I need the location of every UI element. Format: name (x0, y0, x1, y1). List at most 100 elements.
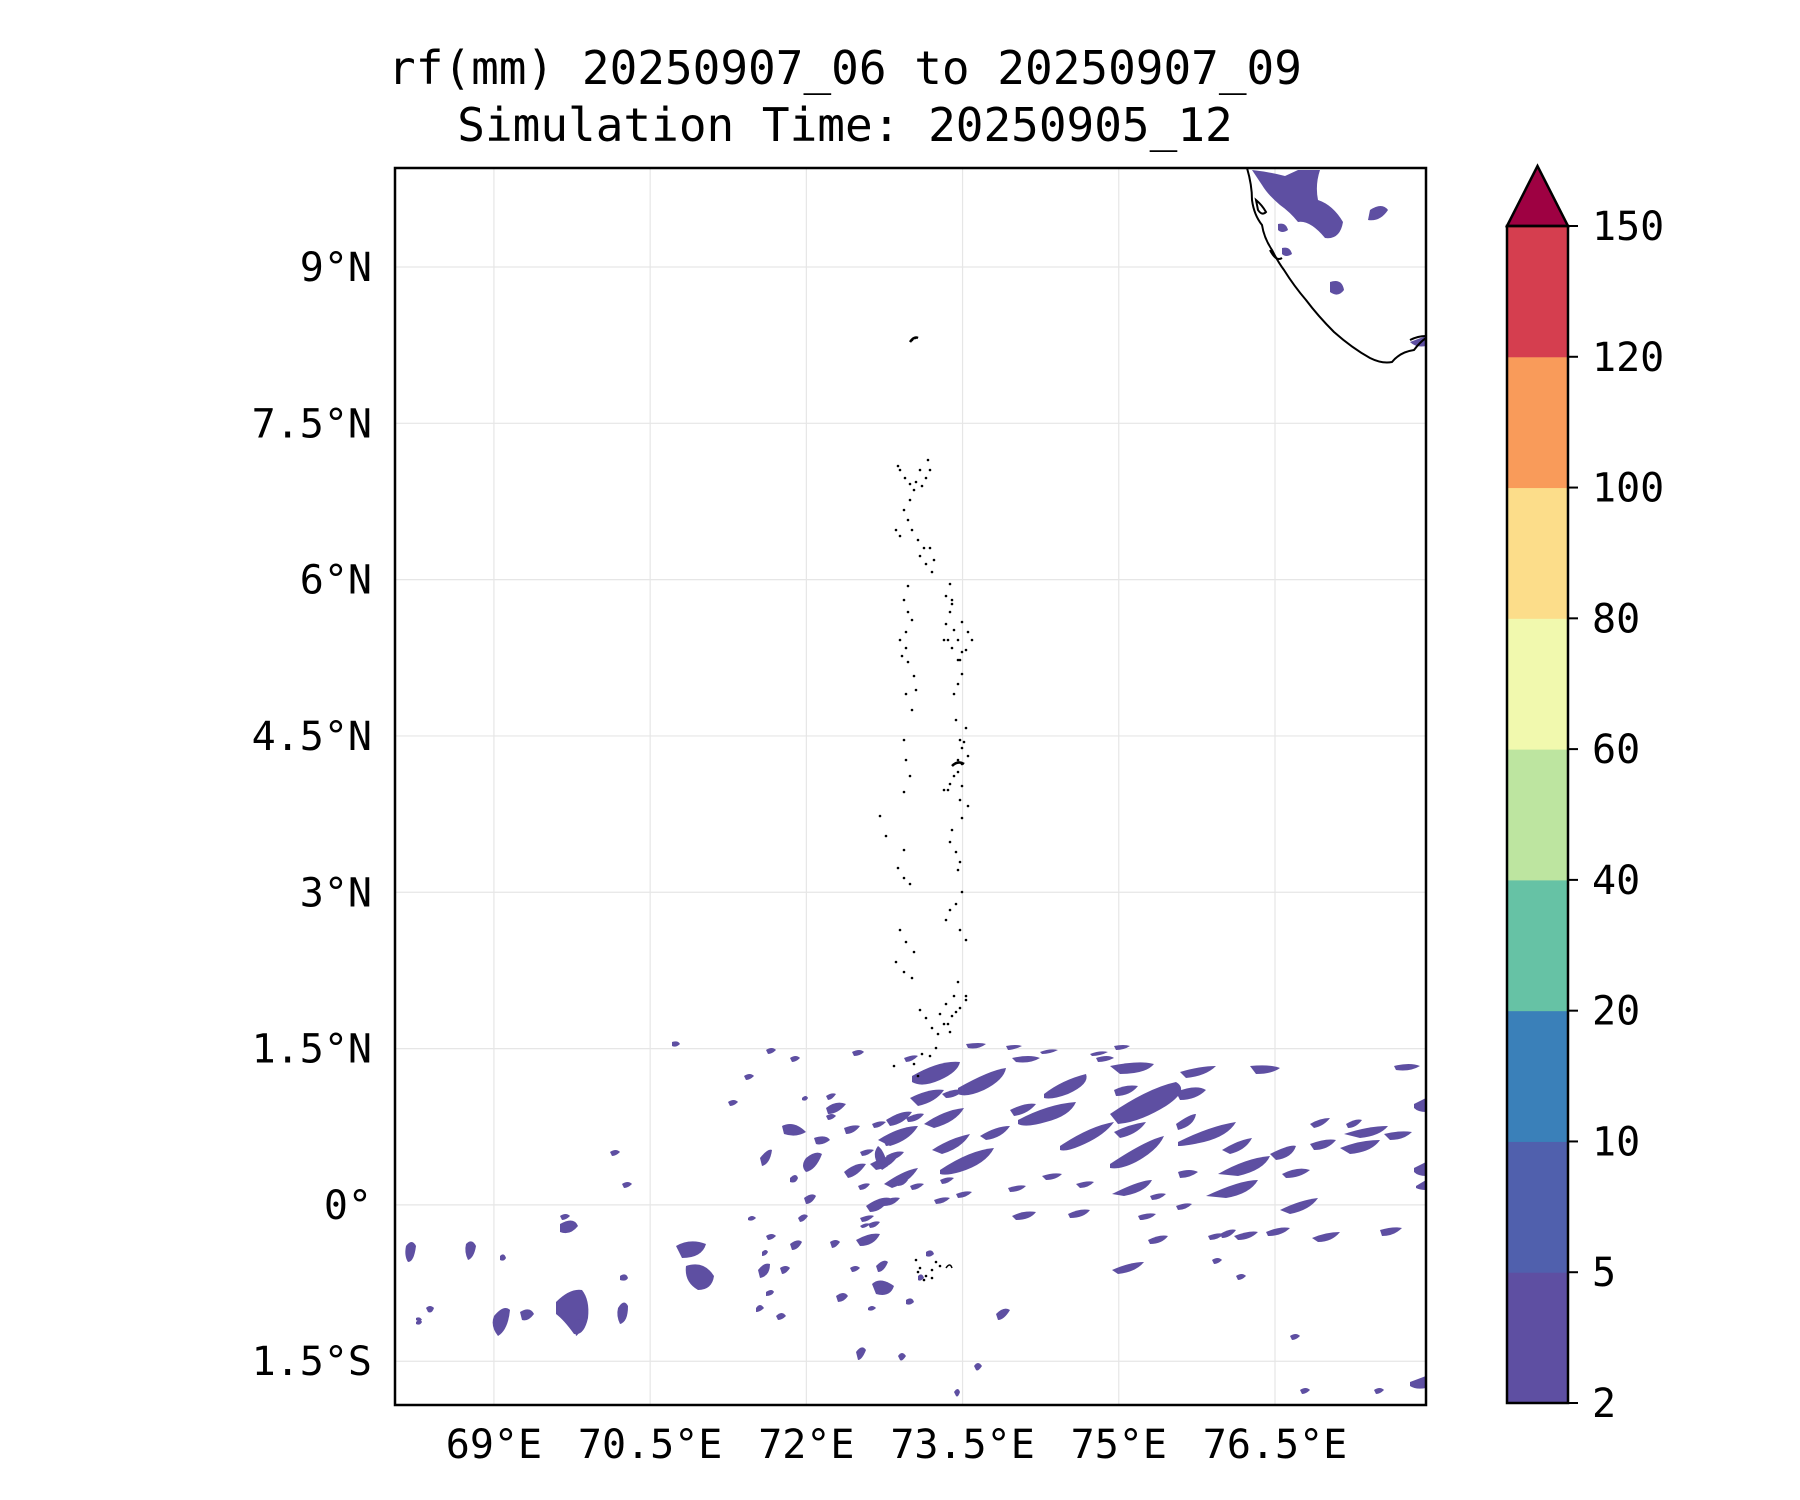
island-dot (903, 476, 907, 480)
rain-cell (1282, 247, 1292, 256)
rain-cell (560, 1220, 578, 1234)
island-dot (912, 674, 916, 678)
rain-cell (1212, 1258, 1222, 1264)
island-dot (932, 558, 936, 562)
rain-cell (1222, 1138, 1252, 1154)
rain-cell (560, 1214, 570, 1220)
island-dot (942, 1022, 946, 1026)
island-dot (934, 1046, 938, 1050)
island-dot (952, 628, 956, 632)
island-dot (924, 1016, 928, 1020)
rain-cell (926, 1250, 934, 1257)
island-dot (894, 960, 898, 964)
rain-cell (1126, 1063, 1142, 1068)
latitude-tick-label: 0° (324, 1183, 372, 1229)
island-dot (944, 594, 948, 598)
rain-cell (1414, 1098, 1426, 1112)
island-dot (920, 484, 924, 488)
island-dot (948, 840, 952, 844)
rain-cell (1018, 1102, 1076, 1126)
coastline (1269, 249, 1283, 260)
island-dot (906, 610, 910, 614)
rain-cell (1176, 1203, 1192, 1210)
island-dot (956, 658, 960, 662)
rain-cell (776, 1313, 786, 1320)
colorbar-tick-label: 2 (1592, 1381, 1616, 1427)
colorbar-tick-label: 120 (1592, 335, 1664, 381)
rain-cell (860, 1223, 870, 1228)
island-dot (904, 630, 908, 634)
island-outline (951, 761, 965, 767)
rain-cell (868, 1221, 880, 1228)
longitude-tick-label: 70.5°E (578, 1422, 723, 1468)
island-dot (956, 638, 960, 642)
island-dot (970, 638, 974, 642)
colorbar-tick-label: 10 (1592, 1119, 1640, 1165)
island-dot (950, 828, 954, 832)
rain-cell (1344, 1126, 1388, 1138)
rain-cell (1380, 1227, 1402, 1236)
island-dot (914, 480, 918, 484)
rain-cell (766, 1048, 776, 1054)
island-dot (898, 928, 902, 932)
rain-cell (1410, 1376, 1426, 1389)
rain-cell (1090, 1051, 1108, 1056)
rain-cell (884, 1168, 918, 1188)
rain-cell (500, 1254, 506, 1261)
rain-cell (872, 1121, 886, 1128)
rain-cell (728, 1100, 738, 1106)
island-dot (958, 1006, 962, 1010)
rain-cell (1266, 1227, 1290, 1236)
rain-cell (744, 1074, 754, 1080)
island-dot (918, 1266, 922, 1270)
island-dot (952, 692, 956, 696)
island-dot (956, 770, 960, 774)
island-dot (948, 1030, 952, 1034)
rain-cell (1176, 1087, 1206, 1100)
rain-cell (826, 1093, 836, 1100)
island-dot (902, 598, 906, 602)
rain-cell (974, 1363, 982, 1371)
colorbar-segment (1507, 487, 1568, 619)
rain-cell (1218, 1156, 1270, 1176)
rain-cell (852, 1050, 864, 1056)
rain-cell (850, 1266, 860, 1272)
island-dot (948, 782, 952, 786)
island-dot (910, 708, 914, 712)
rain-cell (1346, 1119, 1362, 1128)
rain-cell (1236, 1274, 1246, 1280)
island-dot (910, 618, 914, 622)
rain-cell (934, 1197, 950, 1204)
rain-cell (416, 1320, 422, 1325)
rain-cell (492, 1308, 510, 1336)
island-dot (960, 672, 964, 676)
island-dot (918, 554, 922, 558)
colorbar-segment (1507, 618, 1568, 750)
island-outlines (878, 336, 974, 1282)
island-outline (945, 1264, 953, 1269)
island-dot (924, 476, 928, 480)
colorbar-segment (1507, 1141, 1568, 1273)
rain-cell (1178, 1122, 1236, 1146)
rain-cell (896, 1179, 908, 1186)
rain-cell (814, 1136, 830, 1145)
colorbar-segment (1507, 749, 1568, 881)
island-dot (960, 746, 964, 750)
island-dot (900, 654, 904, 658)
island-dot (924, 562, 928, 566)
island-dot (916, 538, 920, 542)
island-dot (952, 774, 956, 778)
island-dot (898, 534, 902, 538)
colorbar-segment (1507, 1272, 1568, 1404)
island-dot (908, 882, 912, 886)
rain-cell (1110, 1082, 1182, 1124)
rain-cell (898, 1353, 906, 1361)
rain-cell (1368, 206, 1388, 221)
rain-cell (1330, 281, 1344, 295)
rain-cell (1114, 1045, 1130, 1050)
rain-cell (1006, 1045, 1022, 1050)
island-dot (964, 998, 968, 1002)
island-dot (902, 970, 906, 974)
island-dot (902, 876, 906, 880)
rain-cell (790, 1240, 802, 1250)
